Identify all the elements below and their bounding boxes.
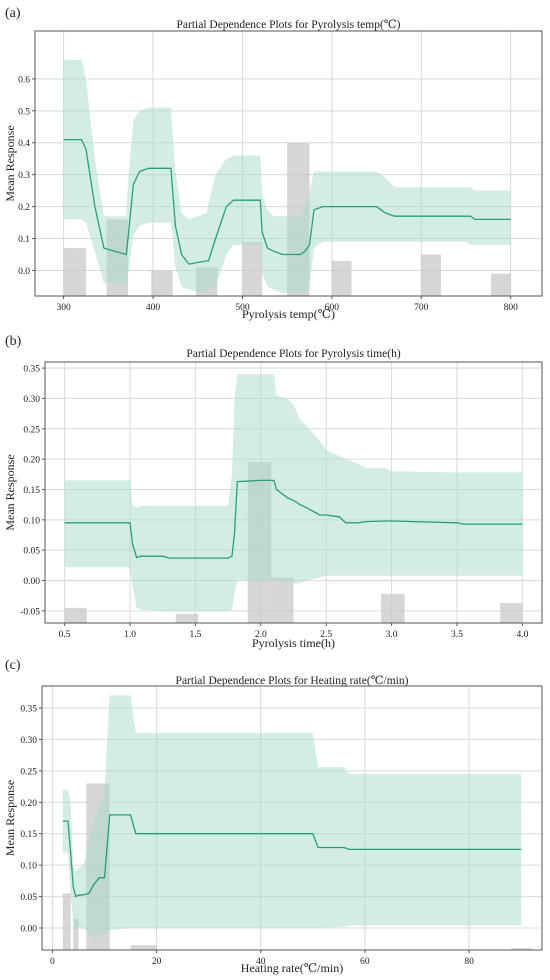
chart-panel-c: (c) 0 20 40 60 80 0.00 0.05 0.10 0.15 0.20 0.25 0.3…: [0, 654, 550, 980]
chart-title: Partial Dependence Plots for Pyrolysis t…: [186, 348, 400, 360]
y-tick-label: 0.00: [20, 925, 37, 935]
x-tick-label: 1.0: [124, 630, 136, 640]
y-axis-label: Mean Response: [3, 125, 17, 201]
y-tick-label: 0.10: [23, 516, 40, 526]
chart-title: Partial Dependence Plots for Heating rat…: [176, 675, 409, 687]
confidence-band: [63, 59, 511, 293]
x-tick-label: 1.5: [189, 630, 201, 640]
x-tick-label: 300: [56, 303, 71, 313]
panel-label-a: (a): [5, 6, 21, 21]
histogram-bar: [63, 248, 86, 296]
x-tick-label: 700: [414, 303, 429, 313]
y-tick-label: 0.0: [18, 267, 30, 277]
plot-frame: [44, 361, 543, 624]
x-tick-label: 3.5: [451, 630, 463, 640]
mean-response-line: [64, 479, 523, 559]
x-tick-label: 500: [235, 303, 250, 313]
x-axis-label: Pyrolysis temp(℃): [242, 307, 335, 321]
x-tick-label: 2.5: [320, 630, 332, 640]
panel-label-c: (c): [5, 658, 21, 673]
confidence-band: [62, 695, 522, 938]
y-axis-label: Mean Response: [3, 454, 17, 530]
chart-panel-a: (a) 300 400 500 600 700 800 0.0 0.1 0.2 0.3 0.4 0.5…: [0, 0, 550, 327]
histogram-bar: [62, 893, 71, 950]
y-tick-label: 0.4: [18, 139, 30, 149]
histogram-bar: [271, 577, 294, 623]
x-tick-label: 400: [146, 303, 161, 313]
histogram-bar: [64, 607, 87, 623]
chart-a: 300 400 500 600 700 800 0.0 0.1 0.2 0.3 0.4 0.5 0.6 P…: [3, 19, 543, 321]
histogram-bar: [500, 602, 523, 623]
x-tick-label: 600: [325, 303, 340, 313]
histogram-bar: [73, 918, 79, 950]
x-tick-label: 2.0: [255, 630, 267, 640]
histogram-bar: [491, 273, 511, 296]
x-axis-label: Pyrolysis time(h): [252, 636, 335, 650]
plot-frame: [41, 685, 543, 951]
y-tick-label: 0.00: [23, 577, 40, 587]
histogram-bar: [175, 613, 199, 623]
y-tick-label: 0.3: [18, 171, 30, 181]
chart-b: 0.5 1.0 1.5 2.0 2.5 3.0 3.5 4.0 -0.05 0.00 0.05 0.1…: [3, 348, 543, 650]
y-tick-label: 0.35: [23, 365, 40, 375]
y-tick-label: 0.35: [20, 705, 37, 715]
y-tick-label: 0.15: [23, 486, 40, 496]
x-axis-label: Heating rate(℃/min): [241, 961, 343, 975]
histogram-bar: [421, 254, 441, 296]
histogram-bar: [130, 944, 157, 950]
y-tick-label: 0.20: [23, 456, 40, 466]
x-tick-label: 0.5: [59, 630, 71, 640]
y-tick-label: 0.25: [20, 767, 37, 777]
histogram-bar: [381, 593, 405, 623]
x-tick-label: 20: [152, 957, 162, 967]
histogram-bar: [331, 260, 352, 296]
histogram-bar: [242, 241, 263, 296]
chart-title: Partial Dependence Plots for Pyrolysis t…: [177, 19, 401, 31]
y-tick-label: 0.2: [18, 203, 30, 213]
y-tick-label: 0.30: [23, 395, 40, 405]
y-tick-label: -0.05: [20, 607, 40, 617]
y-tick-label: 0.05: [23, 547, 40, 557]
panel-label-b: (b): [5, 334, 22, 349]
y-axis-label: Mean Response: [3, 780, 17, 856]
y-tick-label: 0.05: [20, 893, 37, 903]
y-tick-label: 0.6: [18, 75, 30, 85]
y-tick-label: 0.10: [20, 862, 37, 872]
x-tick-label: 4.0: [516, 630, 528, 640]
x-tick-label: 80: [464, 957, 474, 967]
y-tick-label: 0.30: [20, 736, 37, 746]
y-tick-label: 0.1: [18, 235, 30, 245]
histogram-bar: [151, 270, 173, 296]
y-tick-label: 0.5: [18, 107, 30, 117]
x-tick-label: 40: [256, 957, 266, 967]
y-tick-label: 0.15: [20, 830, 37, 840]
x-tick-label: 60: [360, 957, 370, 967]
y-tick-label: 0.25: [23, 425, 40, 435]
y-tick-label: 0.20: [20, 799, 37, 809]
x-tick-label: 800: [504, 303, 519, 313]
x-tick-label: 3.0: [386, 630, 398, 640]
histogram-bar: [510, 948, 532, 950]
chart-c: 0 20 40 60 80 0.00 0.05 0.10 0.15 0.20 0.25 0.30 0.3…: [3, 675, 543, 975]
chart-panel-b: (b) 0.5 1.0 1.5 2.0 2.5 3.0 3.5 4.0 -0.05 0.00 0.0…: [0, 327, 550, 654]
plot-frame: [34, 30, 543, 297]
mean-response-line: [63, 138, 511, 265]
confidence-band: [64, 374, 523, 611]
x-tick-label: 0: [50, 957, 55, 967]
mean-response-line: [62, 814, 522, 898]
